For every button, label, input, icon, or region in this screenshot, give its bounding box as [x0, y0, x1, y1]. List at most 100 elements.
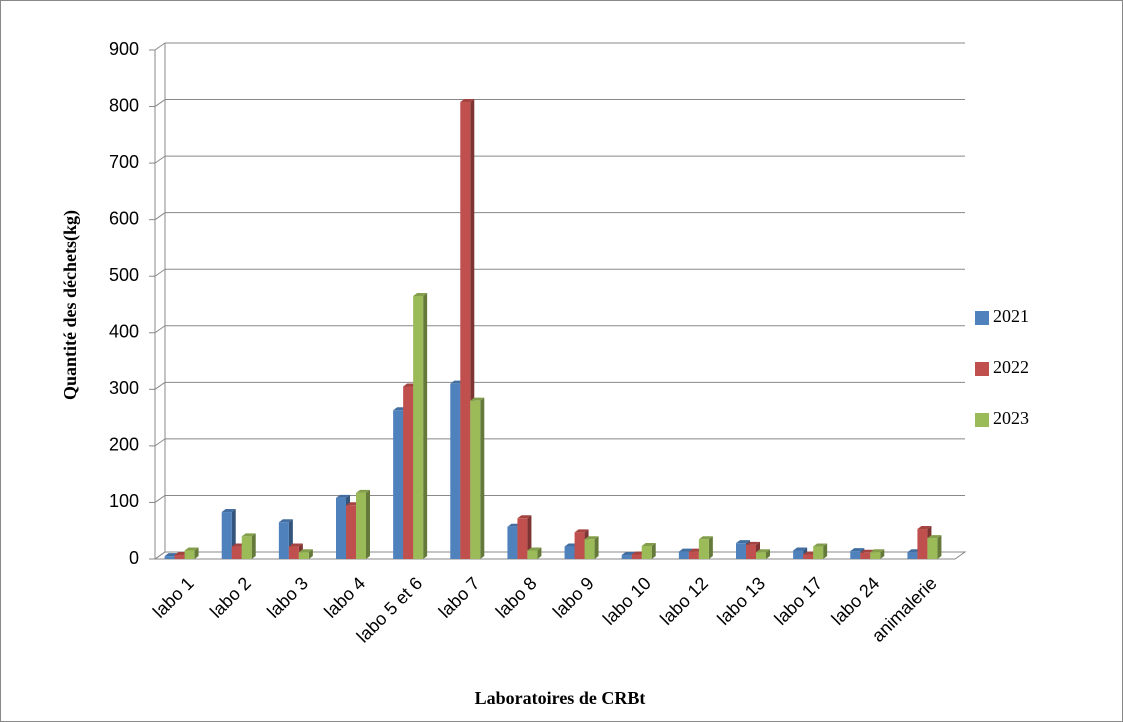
bar-top: [336, 494, 350, 498]
bar: [221, 512, 232, 559]
bar-top: [527, 547, 542, 551]
bar-top: [288, 543, 303, 547]
bar-top: [746, 541, 760, 545]
bar-side: [594, 536, 599, 559]
bar: [574, 532, 585, 559]
bar-side: [423, 293, 428, 559]
bar-top: [813, 543, 828, 547]
bar: [850, 551, 861, 559]
bar: [231, 546, 242, 559]
bar: [756, 552, 766, 559]
bar-top: [413, 293, 428, 297]
bar-side: [537, 547, 542, 559]
bar: [517, 518, 528, 559]
bar: [907, 552, 918, 559]
legend-swatch: [975, 362, 989, 376]
bar: [393, 410, 404, 559]
bar: [278, 522, 289, 559]
floor: [153, 551, 967, 560]
bar-top: [678, 548, 693, 552]
y-tick-label: 100: [109, 491, 139, 511]
bar-side: [194, 547, 199, 559]
grid-line-depth: [154, 99, 166, 107]
bar-side: [651, 542, 656, 559]
legend-label: 2021: [993, 306, 1029, 326]
y-tick-label: 600: [109, 208, 139, 228]
bar-top: [184, 547, 199, 551]
y-tick-label: 800: [109, 95, 139, 115]
bar-top: [641, 542, 656, 546]
grid-line-depth: [154, 155, 166, 164]
y-tick-label: 300: [109, 378, 139, 398]
bar-top: [221, 509, 236, 513]
bar: [688, 551, 699, 559]
bar: [793, 550, 804, 559]
bar: [174, 555, 185, 559]
bar: [298, 552, 309, 559]
grid-line-depth: [154, 381, 166, 390]
bar-top: [584, 536, 599, 540]
legend-swatch: [975, 311, 989, 325]
bar: [527, 550, 538, 559]
bar: [584, 539, 595, 559]
grid-line-depth: [154, 438, 166, 447]
bar-top: [278, 519, 293, 523]
legend-label: 2022: [993, 357, 1029, 377]
bar-top: [850, 548, 865, 552]
bar: [641, 545, 652, 559]
bar: [678, 551, 689, 559]
legend-swatch: [975, 413, 989, 427]
bar-side: [823, 543, 828, 559]
bar-side: [308, 549, 313, 559]
grid-line-depth: [154, 495, 166, 503]
bar: [870, 552, 881, 559]
bar: [698, 539, 709, 559]
bar-top: [756, 549, 770, 553]
bar-side: [880, 549, 885, 559]
bar: [164, 556, 175, 559]
bar-side: [937, 535, 942, 559]
bar: [860, 552, 871, 559]
bar: [803, 554, 814, 559]
bar: [813, 546, 824, 559]
y-tick-label: 900: [109, 39, 139, 59]
bar-side: [708, 536, 713, 559]
bar-top: [574, 529, 589, 533]
grid-line-depth: [154, 212, 166, 221]
bar-top: [298, 549, 313, 553]
y-tick-label: 400: [109, 322, 139, 342]
grid-line-depth: [154, 325, 166, 334]
bar: [356, 492, 366, 559]
bar-top: [460, 99, 475, 103]
bar-side: [480, 397, 485, 559]
bar: [241, 536, 252, 559]
bar-top: [793, 547, 808, 551]
y-tick-label: 0: [129, 548, 139, 568]
bar: [460, 102, 471, 559]
bar-top: [470, 397, 485, 401]
y-tick-label: 200: [109, 435, 139, 455]
bar: [507, 526, 518, 559]
bar-top: [517, 515, 532, 519]
x-axis-title: Laboratoires de CRBt: [475, 688, 646, 708]
bar: [450, 383, 461, 559]
bar: [746, 544, 756, 559]
grid-line-depth: [154, 42, 166, 51]
y-axis-title: Quantité des déchets(kg): [60, 210, 81, 400]
bar: [346, 505, 356, 559]
bar: [413, 296, 424, 559]
bar: [403, 386, 414, 559]
grid-line-depth: [154, 551, 166, 560]
bar-side: [766, 549, 770, 559]
bar: [621, 555, 632, 559]
bar-top: [356, 489, 370, 493]
bar-top: [870, 549, 885, 553]
bar-top: [698, 536, 713, 540]
bar-side: [251, 533, 256, 559]
bar: [736, 543, 746, 559]
bar-side: [527, 515, 532, 559]
bar: [564, 546, 575, 559]
bar: [631, 554, 642, 559]
